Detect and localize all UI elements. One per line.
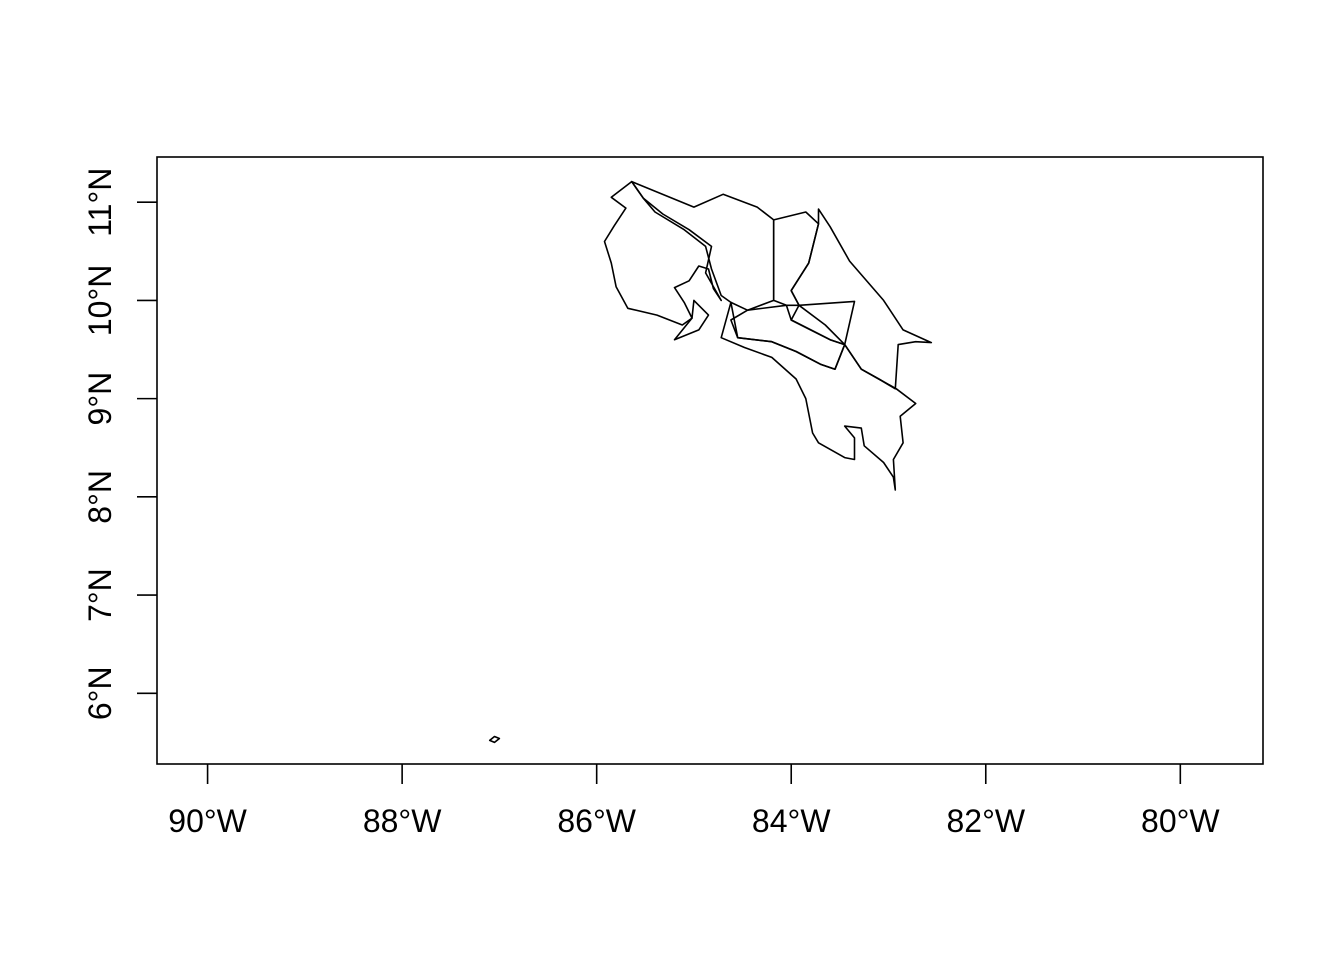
- plot-frame: [156, 156, 1264, 765]
- x-tick-label: 82°W: [946, 803, 1025, 839]
- region-outline: [720, 301, 917, 491]
- y-tick-label: 9°N: [82, 372, 118, 426]
- region-outline: [488, 735, 501, 744]
- y-tick-label: 8°N: [82, 470, 118, 524]
- region-outline: [673, 299, 710, 341]
- region-outline: [630, 180, 775, 311]
- x-tick-label: 88°W: [363, 803, 442, 839]
- y-tick-label: 10°N: [82, 265, 118, 337]
- region-outline: [603, 180, 722, 326]
- y-axis: 6°N 7°N 8°N 9°N 10°N 11°N: [82, 168, 157, 720]
- region-outline: [730, 304, 846, 370]
- region-outlines: [488, 180, 933, 744]
- x-axis: 90°W 88°W 86°W 84°W 82°W 80°W: [168, 764, 1220, 839]
- region-outline: [772, 211, 820, 307]
- y-tick-label: 7°N: [82, 568, 118, 622]
- y-tick-label: 11°N: [82, 168, 118, 237]
- y-tick-label: 6°N: [82, 666, 118, 720]
- x-tick-label: 80°W: [1141, 803, 1220, 839]
- region-outline: [790, 208, 933, 390]
- x-tick-label: 86°W: [557, 803, 636, 839]
- x-tick-label: 90°W: [168, 803, 247, 839]
- x-tick-label: 84°W: [752, 803, 831, 839]
